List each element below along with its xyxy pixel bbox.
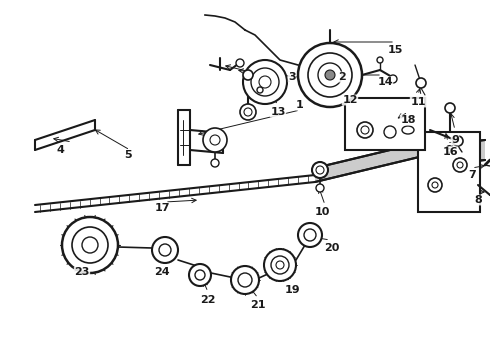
Circle shape: [257, 87, 263, 93]
Circle shape: [384, 126, 396, 138]
Circle shape: [453, 136, 463, 146]
Circle shape: [210, 135, 220, 145]
Circle shape: [195, 270, 205, 280]
Circle shape: [244, 108, 252, 116]
Circle shape: [82, 237, 98, 253]
Circle shape: [264, 249, 296, 281]
Polygon shape: [440, 140, 485, 165]
Circle shape: [189, 264, 211, 286]
Text: 8: 8: [474, 195, 482, 205]
Circle shape: [312, 162, 328, 178]
Circle shape: [308, 53, 352, 97]
Polygon shape: [315, 138, 440, 182]
Text: 15: 15: [387, 45, 403, 55]
Text: 2: 2: [338, 72, 346, 82]
Circle shape: [298, 43, 362, 107]
Circle shape: [62, 217, 118, 273]
Circle shape: [432, 182, 438, 188]
Text: 22: 22: [200, 295, 216, 305]
Circle shape: [231, 266, 259, 294]
Circle shape: [377, 57, 383, 63]
Text: 18: 18: [400, 115, 416, 125]
Text: 13: 13: [270, 107, 286, 117]
Circle shape: [357, 122, 373, 138]
Circle shape: [304, 229, 316, 241]
Circle shape: [159, 244, 171, 256]
Circle shape: [72, 227, 108, 263]
Circle shape: [453, 158, 467, 172]
Circle shape: [428, 178, 442, 192]
Circle shape: [271, 256, 289, 274]
Text: 9: 9: [451, 135, 459, 145]
Circle shape: [389, 75, 397, 83]
Circle shape: [298, 223, 322, 247]
Text: 6: 6: [444, 145, 452, 155]
Text: 17: 17: [154, 203, 170, 213]
Circle shape: [276, 261, 284, 269]
Text: 1: 1: [296, 100, 304, 110]
Bar: [345, 98, 425, 150]
Circle shape: [325, 70, 335, 80]
Circle shape: [152, 237, 178, 263]
Text: 23: 23: [74, 267, 90, 277]
Text: 16: 16: [442, 147, 458, 157]
Bar: [418, 132, 480, 212]
Text: 7: 7: [468, 170, 476, 180]
Text: 10: 10: [314, 207, 330, 217]
Circle shape: [316, 166, 324, 174]
Text: 21: 21: [250, 300, 266, 310]
Text: 14: 14: [377, 77, 393, 87]
Text: 12: 12: [342, 95, 358, 105]
Circle shape: [457, 162, 463, 168]
Circle shape: [236, 59, 244, 67]
Text: 19: 19: [284, 285, 300, 295]
Circle shape: [203, 128, 227, 152]
Circle shape: [238, 273, 252, 287]
Text: 3: 3: [288, 72, 296, 82]
Circle shape: [318, 63, 342, 87]
Circle shape: [416, 78, 426, 88]
Circle shape: [316, 184, 324, 192]
Circle shape: [211, 159, 219, 167]
Circle shape: [243, 60, 287, 104]
Text: 4: 4: [56, 145, 64, 155]
Text: 11: 11: [410, 97, 426, 107]
Text: 5: 5: [124, 150, 132, 160]
Circle shape: [251, 68, 279, 96]
Circle shape: [240, 104, 256, 120]
Circle shape: [361, 126, 369, 134]
Circle shape: [445, 103, 455, 113]
Text: 24: 24: [154, 267, 170, 277]
Circle shape: [259, 76, 271, 88]
Circle shape: [243, 70, 253, 80]
Ellipse shape: [402, 126, 414, 134]
Text: 20: 20: [324, 243, 340, 253]
